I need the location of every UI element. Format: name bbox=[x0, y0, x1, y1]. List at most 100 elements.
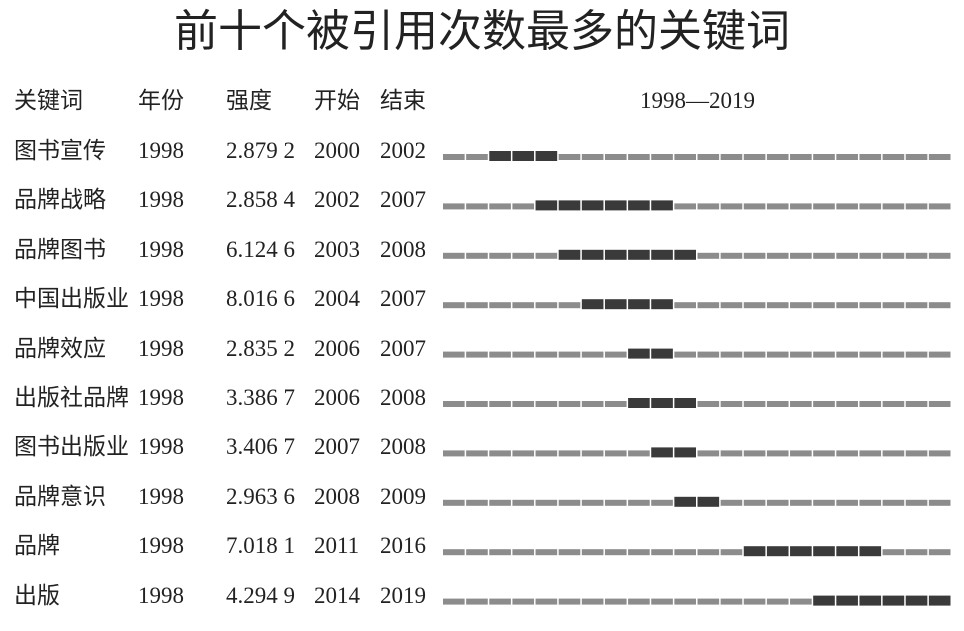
year-segment bbox=[581, 351, 604, 358]
year-segment bbox=[720, 549, 743, 556]
year-segment bbox=[836, 450, 858, 457]
year-segment bbox=[813, 499, 835, 506]
end: 2016 bbox=[380, 533, 426, 559]
year-segment bbox=[790, 401, 812, 407]
burst-segment bbox=[628, 348, 650, 359]
burst-segment bbox=[581, 299, 604, 310]
year-segment bbox=[743, 154, 766, 160]
burst-segment bbox=[628, 299, 650, 310]
year-segment bbox=[905, 252, 928, 259]
year-segment bbox=[489, 401, 511, 407]
year-segment bbox=[443, 401, 465, 407]
year-segment bbox=[466, 499, 488, 506]
burst-segment bbox=[766, 546, 789, 557]
year-segment bbox=[905, 203, 928, 210]
year-segment bbox=[535, 549, 558, 556]
keyword: 出版 bbox=[14, 582, 60, 608]
year-segment bbox=[512, 351, 535, 358]
year-segment bbox=[558, 499, 581, 506]
year-segment bbox=[443, 450, 465, 457]
year-segment bbox=[628, 450, 650, 457]
end: 2019 bbox=[380, 582, 426, 608]
year-segment bbox=[512, 302, 535, 309]
year-segment bbox=[836, 401, 858, 407]
year-segment bbox=[604, 549, 627, 556]
year-segment bbox=[697, 598, 720, 605]
year-segment bbox=[443, 302, 465, 309]
year-segment bbox=[466, 252, 488, 259]
end: 2008 bbox=[380, 236, 426, 262]
keyword: 图书宣传 bbox=[14, 138, 106, 163]
year-segment bbox=[790, 203, 812, 210]
year-segment bbox=[882, 401, 905, 407]
end: 2008 bbox=[380, 385, 426, 410]
year-segment bbox=[558, 450, 581, 457]
year-segment bbox=[836, 203, 858, 210]
timeline-header: 1998—2019 bbox=[640, 88, 755, 113]
burst-segment bbox=[651, 200, 673, 211]
year-segment bbox=[905, 499, 928, 506]
year-segment bbox=[813, 401, 835, 407]
column-header: 年份 bbox=[138, 88, 184, 113]
begin: 2000 bbox=[314, 138, 360, 163]
begin: 2006 bbox=[314, 385, 360, 410]
keyword: 品牌效应 bbox=[14, 335, 106, 361]
year-segment bbox=[697, 302, 720, 309]
year-segment bbox=[928, 450, 951, 457]
year-segment bbox=[928, 549, 951, 556]
year-segment bbox=[581, 549, 604, 556]
year-segment bbox=[813, 302, 835, 309]
strength: 3.386 7 bbox=[226, 385, 295, 410]
year-segment bbox=[558, 549, 581, 556]
year-segment bbox=[836, 154, 858, 160]
strength: 3.406 7 bbox=[226, 434, 295, 460]
year-segment bbox=[489, 351, 511, 358]
year-segment bbox=[651, 598, 673, 605]
year-segment bbox=[928, 499, 951, 506]
year-segment bbox=[535, 252, 558, 259]
keyword: 出版社品牌 bbox=[14, 385, 129, 410]
strength: 2.835 2 bbox=[226, 335, 295, 361]
begin: 2008 bbox=[314, 483, 360, 509]
year-segment bbox=[905, 549, 928, 556]
year-segment bbox=[790, 351, 812, 358]
year: 1998 bbox=[138, 434, 184, 460]
year-segment bbox=[905, 351, 928, 358]
burst-segment bbox=[512, 151, 535, 161]
burst-segment bbox=[928, 595, 951, 606]
year-segment bbox=[466, 203, 488, 210]
year-segment bbox=[743, 598, 766, 605]
burst-segment bbox=[813, 546, 835, 557]
year-segment bbox=[882, 203, 905, 210]
year-segment bbox=[743, 252, 766, 259]
burst-segment bbox=[674, 249, 696, 260]
year-segment bbox=[882, 302, 905, 309]
burst-segment bbox=[905, 595, 928, 606]
year-segment bbox=[859, 499, 882, 506]
year-segment bbox=[743, 450, 766, 457]
strength: 8.016 6 bbox=[226, 286, 295, 312]
burst-segment bbox=[558, 249, 581, 260]
begin: 2002 bbox=[314, 187, 360, 213]
year-segment bbox=[720, 203, 743, 210]
year-segment bbox=[790, 499, 812, 506]
burst-segment bbox=[628, 398, 650, 408]
strength: 4.294 9 bbox=[226, 582, 295, 608]
year-segment bbox=[535, 499, 558, 506]
year-segment bbox=[443, 252, 465, 259]
year: 1998 bbox=[138, 582, 184, 608]
year-segment bbox=[558, 351, 581, 358]
year-segment bbox=[813, 351, 835, 358]
burst-segment bbox=[743, 546, 766, 557]
year-segment bbox=[836, 302, 858, 309]
year-segment bbox=[443, 351, 465, 358]
year-segment bbox=[604, 351, 627, 358]
year-segment bbox=[859, 252, 882, 259]
year-segment bbox=[928, 351, 951, 358]
year-segment bbox=[535, 450, 558, 457]
burst-segment bbox=[535, 151, 558, 161]
strength: 7.018 1 bbox=[226, 533, 295, 559]
year-segment bbox=[697, 401, 720, 407]
year-segment bbox=[489, 302, 511, 309]
